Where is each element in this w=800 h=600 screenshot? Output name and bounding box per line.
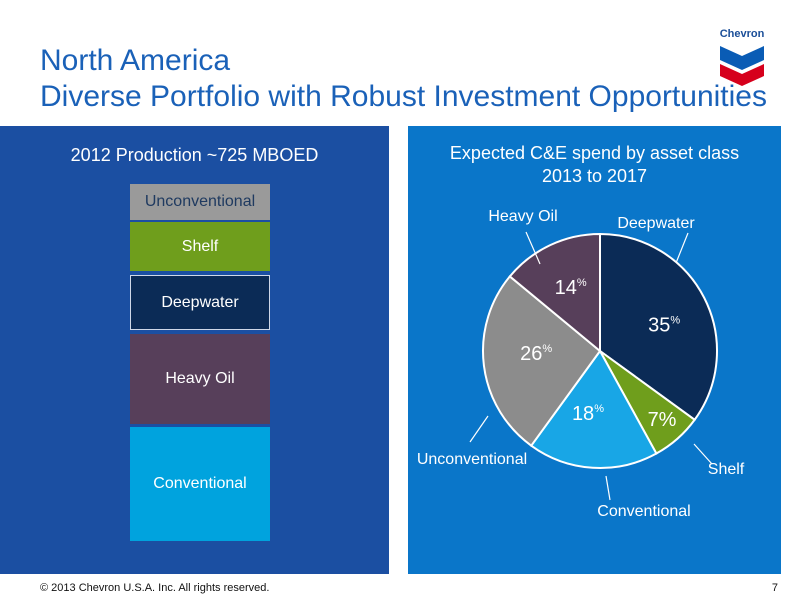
pie-category-label: Conventional bbox=[597, 503, 690, 520]
pie-leader-line bbox=[469, 415, 489, 443]
chevron-logo: Chevron bbox=[712, 28, 772, 90]
pie-category-label: Deepwater bbox=[617, 215, 695, 232]
page-number: 7 bbox=[771, 582, 778, 594]
pie-slice-deepwater bbox=[599, 232, 718, 422]
spend-panel: Expected C&E spend by asset class 2013 t… bbox=[408, 126, 781, 574]
production-chart-title: 2012 Production ~725 MBOED bbox=[70, 145, 319, 165]
slide-title-line1: North America bbox=[40, 44, 231, 77]
pie-chart-title-line1: Expected C&E spend by asset class bbox=[449, 143, 740, 163]
pie-leader-line bbox=[693, 443, 713, 465]
logo-wordmark: Chevron bbox=[719, 28, 765, 40]
pie-chart-title-line2: 2013 to 2017 bbox=[541, 166, 648, 186]
pie-value-label: 7% bbox=[648, 409, 677, 431]
pie-category-label: Unconventional bbox=[417, 451, 527, 468]
bar-segment-unconventional: Unconventional bbox=[130, 184, 270, 220]
pie-category-label: Heavy Oil bbox=[488, 208, 557, 225]
slide-title-line2: Diverse Portfolio with Robust Investment… bbox=[40, 80, 767, 113]
bar-segment-deepwater: Deepwater bbox=[130, 275, 270, 330]
chevron-chevrons-icon bbox=[720, 46, 764, 86]
pie-leader-line bbox=[605, 475, 611, 501]
bar-segment-heavy-oil: Heavy Oil bbox=[130, 334, 270, 424]
pie-category-label: Shelf bbox=[708, 461, 745, 478]
production-panel: 2012 Production ~725 MBOED Unconventiona… bbox=[0, 126, 389, 574]
pie-slice-heavy-oil bbox=[508, 232, 601, 354]
copyright-text: © 2013 Chevron U.S.A. Inc. All rights re… bbox=[40, 582, 270, 594]
bar-segment-shelf: Shelf bbox=[130, 222, 270, 271]
pie-leader-line bbox=[525, 231, 541, 265]
bar-segment-conventional: Conventional bbox=[130, 427, 270, 541]
pie-chart: 35%Deepwater7%Shelf18%Conventional26%Unc… bbox=[417, 208, 745, 520]
pie-leader-line bbox=[675, 232, 689, 264]
pie-slice-conventional bbox=[529, 349, 658, 469]
pie-slice-unconventional bbox=[482, 275, 602, 448]
